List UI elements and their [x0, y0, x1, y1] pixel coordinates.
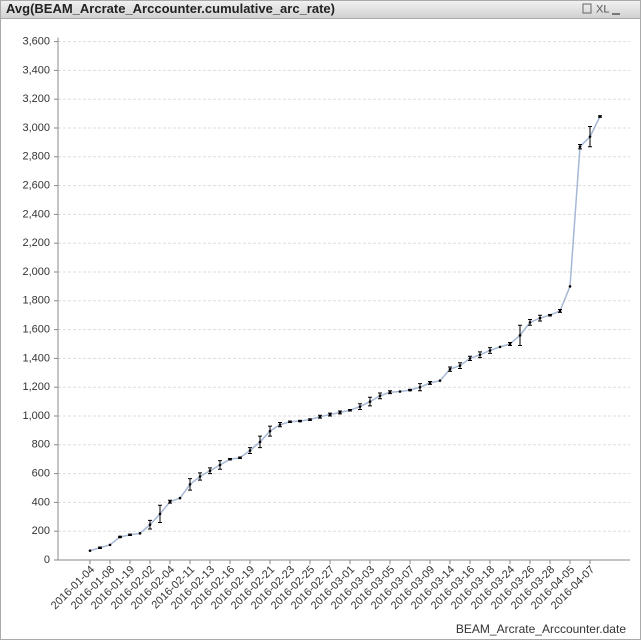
- y-tick-label: 2,600: [22, 180, 50, 192]
- y-tick-label: 1,400: [22, 352, 50, 364]
- point: [488, 349, 492, 352]
- y-tick-label: 2,400: [22, 208, 50, 220]
- point: [188, 483, 192, 486]
- point: [468, 357, 472, 360]
- point: [358, 405, 362, 408]
- point: [158, 512, 162, 516]
- point: [378, 394, 382, 398]
- y-tick-label: 3,400: [22, 64, 50, 76]
- point: [308, 418, 312, 421]
- y-tick-label: 400: [32, 496, 50, 508]
- point: [168, 500, 172, 503]
- x-axis-title: BEAM_Arcrate_Arccounter.date: [456, 622, 626, 636]
- xl-button[interactable]: XL: [596, 3, 609, 15]
- y-tick-label: 2,800: [22, 151, 50, 163]
- point: [338, 411, 342, 414]
- y-tick-label: 3,000: [22, 122, 50, 134]
- point: [548, 313, 552, 317]
- point: [518, 334, 522, 337]
- point: [318, 415, 322, 419]
- point: [108, 543, 112, 547]
- y-tick-label: 800: [32, 439, 50, 451]
- y-tick-label: 1,200: [22, 381, 50, 393]
- point: [258, 440, 262, 444]
- point: [178, 496, 182, 500]
- y-tick-label: 1,600: [22, 324, 50, 336]
- point: [448, 367, 452, 371]
- line: [89, 116, 601, 552]
- y-tick-label: 3,600: [22, 36, 50, 48]
- y-tick-label: 1,000: [22, 410, 50, 422]
- point: [408, 388, 412, 392]
- point: [198, 475, 202, 478]
- point: [478, 353, 482, 357]
- y-tick-label: 200: [32, 525, 50, 537]
- point: [498, 345, 502, 349]
- y-tick-label: 0: [44, 554, 50, 566]
- point: [418, 385, 422, 389]
- point: [288, 420, 292, 424]
- point: [228, 457, 232, 461]
- point: [508, 342, 512, 346]
- point: [138, 532, 142, 535]
- point: [368, 400, 372, 403]
- point: [278, 423, 282, 426]
- point: [528, 321, 532, 324]
- point: [268, 429, 272, 433]
- point: [458, 364, 462, 367]
- point: [348, 408, 352, 412]
- point: [208, 469, 212, 473]
- y-tick-label: 600: [32, 468, 50, 480]
- point: [98, 546, 102, 550]
- point: [598, 115, 602, 118]
- point: [578, 145, 582, 149]
- y-tick-label: 2,000: [22, 266, 50, 278]
- y-tick-label: 1,800: [22, 295, 50, 307]
- point: [298, 419, 302, 423]
- point: [218, 463, 222, 467]
- point: [538, 316, 542, 320]
- point: [588, 135, 592, 138]
- point: [398, 390, 402, 393]
- y-tick-label: 2,200: [22, 237, 50, 249]
- print-icon[interactable]: [582, 3, 592, 14]
- chart-title: Avg(BEAM_Arcrate_Arccounter.cumulative_a…: [6, 1, 335, 16]
- point: [438, 379, 442, 383]
- point: [238, 456, 242, 460]
- point: [148, 523, 152, 527]
- point: [88, 549, 92, 552]
- point: [118, 535, 122, 539]
- point: [248, 449, 252, 452]
- point: [328, 413, 332, 416]
- point: [558, 309, 562, 313]
- point: [128, 533, 132, 537]
- point: [568, 285, 572, 288]
- point: [388, 390, 392, 394]
- point: [428, 381, 432, 385]
- y-tick-label: 3,200: [22, 93, 50, 105]
